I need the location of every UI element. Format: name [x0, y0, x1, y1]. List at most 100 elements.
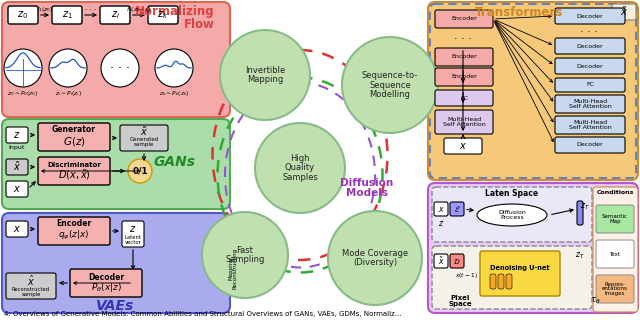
FancyBboxPatch shape — [498, 274, 504, 289]
Text: Invertible
Mapping: Invertible Mapping — [245, 66, 285, 84]
FancyBboxPatch shape — [38, 157, 110, 185]
Text: Repres-
entations
Images: Repres- entations Images — [602, 282, 628, 296]
FancyBboxPatch shape — [555, 78, 625, 92]
Circle shape — [49, 49, 87, 87]
FancyBboxPatch shape — [593, 187, 638, 312]
FancyBboxPatch shape — [435, 90, 493, 106]
FancyBboxPatch shape — [38, 217, 110, 245]
Text: $\tilde{x}$: $\tilde{x}$ — [620, 5, 628, 19]
FancyBboxPatch shape — [428, 183, 638, 313]
Text: Diffusion
Models: Diffusion Models — [340, 179, 394, 197]
Text: $q_{\varphi}(z|x)$: $q_{\varphi}(z|x)$ — [58, 228, 90, 242]
Text: $\mathcal{D}$: $\mathcal{D}$ — [453, 257, 461, 266]
FancyBboxPatch shape — [596, 275, 634, 303]
Text: $z_i\sim P_i(z_i)$: $z_i\sim P_i(z_i)$ — [54, 90, 81, 99]
Circle shape — [128, 159, 152, 183]
Text: $\tilde{x}$: $\tilde{x}$ — [438, 255, 444, 267]
FancyBboxPatch shape — [506, 274, 512, 289]
Text: Generated
sample: Generated sample — [129, 137, 159, 147]
Text: Generator: Generator — [52, 125, 96, 134]
FancyBboxPatch shape — [555, 95, 625, 113]
FancyBboxPatch shape — [122, 221, 144, 247]
Text: 4: Overviews of Generative Models: Common Abilities and Structural Overviews of : 4: Overviews of Generative Models: Commo… — [4, 311, 401, 317]
FancyBboxPatch shape — [6, 159, 28, 175]
FancyBboxPatch shape — [555, 38, 625, 54]
Text: GANs: GANs — [153, 155, 195, 169]
FancyBboxPatch shape — [6, 273, 56, 299]
FancyBboxPatch shape — [490, 274, 496, 289]
Text: Decoder: Decoder — [577, 63, 604, 68]
FancyBboxPatch shape — [435, 48, 493, 66]
FancyBboxPatch shape — [450, 254, 464, 268]
FancyBboxPatch shape — [8, 6, 38, 24]
FancyBboxPatch shape — [444, 138, 482, 154]
Circle shape — [202, 212, 288, 298]
Text: Semantic
Map: Semantic Map — [602, 214, 628, 224]
Circle shape — [220, 30, 310, 120]
FancyBboxPatch shape — [148, 6, 178, 24]
Text: $\hat{x}$: $\hat{x}$ — [27, 274, 35, 288]
FancyBboxPatch shape — [450, 202, 464, 216]
FancyBboxPatch shape — [6, 181, 28, 197]
Text: High
Quality
Samples: High Quality Samples — [282, 154, 318, 182]
Text: $f_k(z_{k-1})$: $f_k(z_{k-1})$ — [126, 4, 152, 13]
Text: $z_0\sim P_0(z_0)$: $z_0\sim P_0(z_0)$ — [7, 90, 38, 99]
Text: Encoder: Encoder — [451, 54, 477, 60]
Text: $x$: $x$ — [459, 141, 467, 151]
Text: $z$: $z$ — [129, 224, 137, 234]
FancyBboxPatch shape — [2, 213, 230, 313]
FancyBboxPatch shape — [70, 269, 142, 297]
Text: Conditions: Conditions — [596, 190, 634, 196]
Text: $z_1$: $z_1$ — [61, 9, 72, 21]
Text: $x$: $x$ — [438, 204, 444, 213]
Circle shape — [342, 37, 438, 133]
Text: $\tau_{\theta}$: $\tau_{\theta}$ — [589, 296, 600, 306]
Text: Decoder: Decoder — [577, 142, 604, 148]
FancyBboxPatch shape — [432, 187, 592, 242]
Text: $x(t-1)$: $x(t-1)$ — [454, 271, 477, 281]
Text: $z_T$: $z_T$ — [580, 202, 590, 212]
Text: $x$: $x$ — [13, 184, 21, 194]
Text: $f_1(z_0)$: $f_1(z_0)$ — [36, 4, 54, 13]
Circle shape — [4, 49, 42, 87]
Text: Transformers: Transformers — [475, 5, 563, 19]
Text: Reconstructed
sample: Reconstructed sample — [12, 287, 50, 297]
Text: Decoder: Decoder — [577, 13, 604, 19]
Circle shape — [101, 49, 139, 87]
Text: $z$: $z$ — [13, 130, 20, 140]
FancyBboxPatch shape — [52, 6, 82, 24]
Text: $\tilde{x}$: $\tilde{x}$ — [140, 125, 148, 139]
FancyBboxPatch shape — [100, 6, 130, 24]
FancyBboxPatch shape — [596, 240, 634, 268]
Text: Multi-Head
Self Attention: Multi-Head Self Attention — [568, 99, 611, 109]
FancyBboxPatch shape — [555, 116, 625, 134]
FancyBboxPatch shape — [38, 123, 110, 151]
Text: Encoder: Encoder — [451, 17, 477, 21]
Text: $z_k\sim P_k(z_k)$: $z_k\sim P_k(z_k)$ — [159, 90, 189, 99]
Text: $z_i$: $z_i$ — [111, 9, 120, 21]
Circle shape — [255, 123, 345, 213]
FancyBboxPatch shape — [435, 110, 493, 134]
Text: · · ·: · · · — [454, 34, 472, 44]
FancyBboxPatch shape — [555, 137, 625, 153]
Text: $z_T$: $z_T$ — [575, 251, 585, 261]
Text: Encoder: Encoder — [451, 75, 477, 79]
Text: · · ·: · · · — [580, 27, 598, 37]
FancyBboxPatch shape — [612, 4, 636, 20]
Text: $P_{\theta}(x|z)$: $P_{\theta}(x|z)$ — [91, 282, 122, 294]
Text: Denoising U-net: Denoising U-net — [490, 265, 550, 271]
Text: Text: Text — [609, 252, 621, 257]
Text: Decoder: Decoder — [577, 44, 604, 49]
Text: Mode Coverage
(Diversity): Mode Coverage (Diversity) — [342, 249, 408, 267]
FancyBboxPatch shape — [6, 221, 28, 237]
Text: 0/1: 0/1 — [132, 166, 148, 175]
Text: Latent
vector: Latent vector — [125, 235, 141, 245]
Text: $x$: $x$ — [13, 224, 21, 234]
Text: Pixel
Space: Pixel Space — [448, 295, 472, 307]
FancyBboxPatch shape — [434, 202, 448, 216]
Text: $\tilde{x}$: $\tilde{x}$ — [13, 161, 21, 173]
Text: Mapping
Reconstructing: Mapping Reconstructing — [228, 247, 238, 289]
FancyBboxPatch shape — [434, 254, 448, 268]
FancyBboxPatch shape — [432, 246, 592, 309]
Text: $\mathcal{E}$: $\mathcal{E}$ — [454, 204, 460, 214]
